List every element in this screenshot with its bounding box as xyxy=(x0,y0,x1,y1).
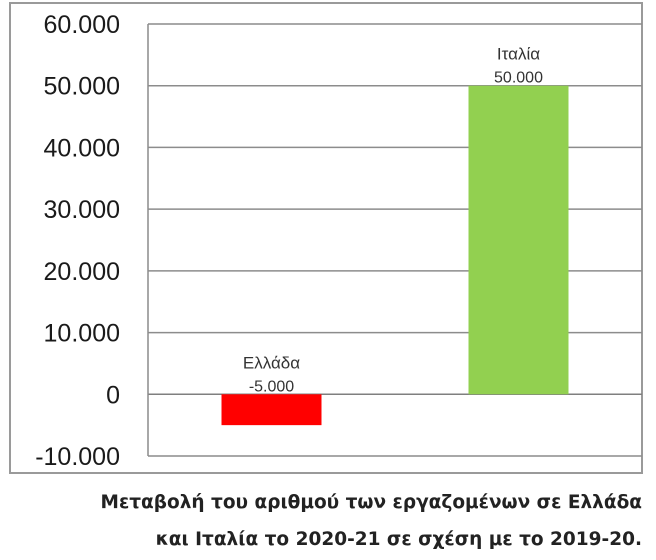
y-tick-label: 40.000 xyxy=(44,134,120,162)
bars xyxy=(221,85,569,426)
chart: 60.000 50.000 40.000 30.000 20.000 10.000 0 -10… xyxy=(9,2,643,474)
y-tick-label: 20.000 xyxy=(44,258,120,286)
y-tick-label: 10.000 xyxy=(44,320,120,348)
y-axis-tick-labels: 60.000 50.000 40.000 30.000 20.000 10.000 0 -10… xyxy=(35,11,120,471)
data-labels: Ελλάδα -5.000 Ιταλία 50.000 xyxy=(243,45,543,396)
data-label: -5.000 xyxy=(249,378,294,395)
y-tick-label: -10.000 xyxy=(35,443,120,471)
y-tick-label: 60.000 xyxy=(44,11,120,39)
caption-line-2: και Ιταλία το 2020-21 σε σχέση με το 201… xyxy=(155,529,642,550)
y-tick-label: 0 xyxy=(106,381,120,409)
bar-1 xyxy=(468,85,569,395)
category-label: Ιταλία xyxy=(497,45,540,64)
category-label: Ελλάδα xyxy=(243,353,300,372)
bar-0 xyxy=(221,394,322,426)
y-tick-label: 30.000 xyxy=(44,196,120,224)
caption-line-1: Μεταβολή του αριθμού των εργαζομένων σε … xyxy=(100,492,642,513)
bar-chart: 60.000 50.000 40.000 30.000 20.000 10.000 0 -10… xyxy=(9,2,643,474)
y-tick-label: 50.000 xyxy=(44,73,120,101)
data-label: 50.000 xyxy=(494,70,543,87)
plot-border xyxy=(9,2,643,474)
